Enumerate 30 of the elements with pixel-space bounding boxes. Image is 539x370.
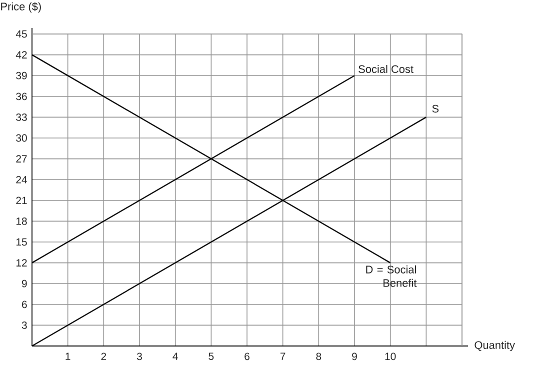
y-tick-label: 30 [16,134,27,142]
x-tick-label: 8 [316,352,322,360]
x-tick-label: 2 [101,352,106,360]
y-tick-label: 33 [16,114,27,121]
x-axis-title: Quantity [474,340,515,352]
y-tick-label: 18 [16,218,27,225]
x-tick-label: 1 [66,352,70,360]
x-tick-label: 9 [352,352,357,360]
x-tick-label: 6 [244,352,250,360]
x-tick-label: 7 [280,352,286,360]
y-tick-label: 9 [22,280,27,288]
y-tick-label: 21 [16,196,27,204]
y-tick-label: 24 [16,176,27,184]
y-tick-label: 39 [16,72,27,80]
series-label: D = Social Benefit [366,265,417,287]
y-axis-title: Price ($) [1,2,41,13]
series-label: S [432,104,439,113]
y-tick-label: 27 [16,155,27,162]
series-label: Social Cost [358,64,414,74]
y-tick-label: 42 [16,51,27,58]
x-tick-label: 10 [385,352,396,360]
x-tick-label: 4 [172,352,178,360]
x-tick-label: 5 [208,352,214,360]
y-tick-label: 12 [16,259,27,266]
x-tick-label: 3 [136,352,142,360]
y-tick-label: 45 [16,30,27,38]
y-tick-label: 6 [22,300,27,308]
y-tick-label: 36 [16,92,27,100]
y-tick-label: 3 [22,322,27,329]
y-tick-label: 15 [16,238,27,246]
